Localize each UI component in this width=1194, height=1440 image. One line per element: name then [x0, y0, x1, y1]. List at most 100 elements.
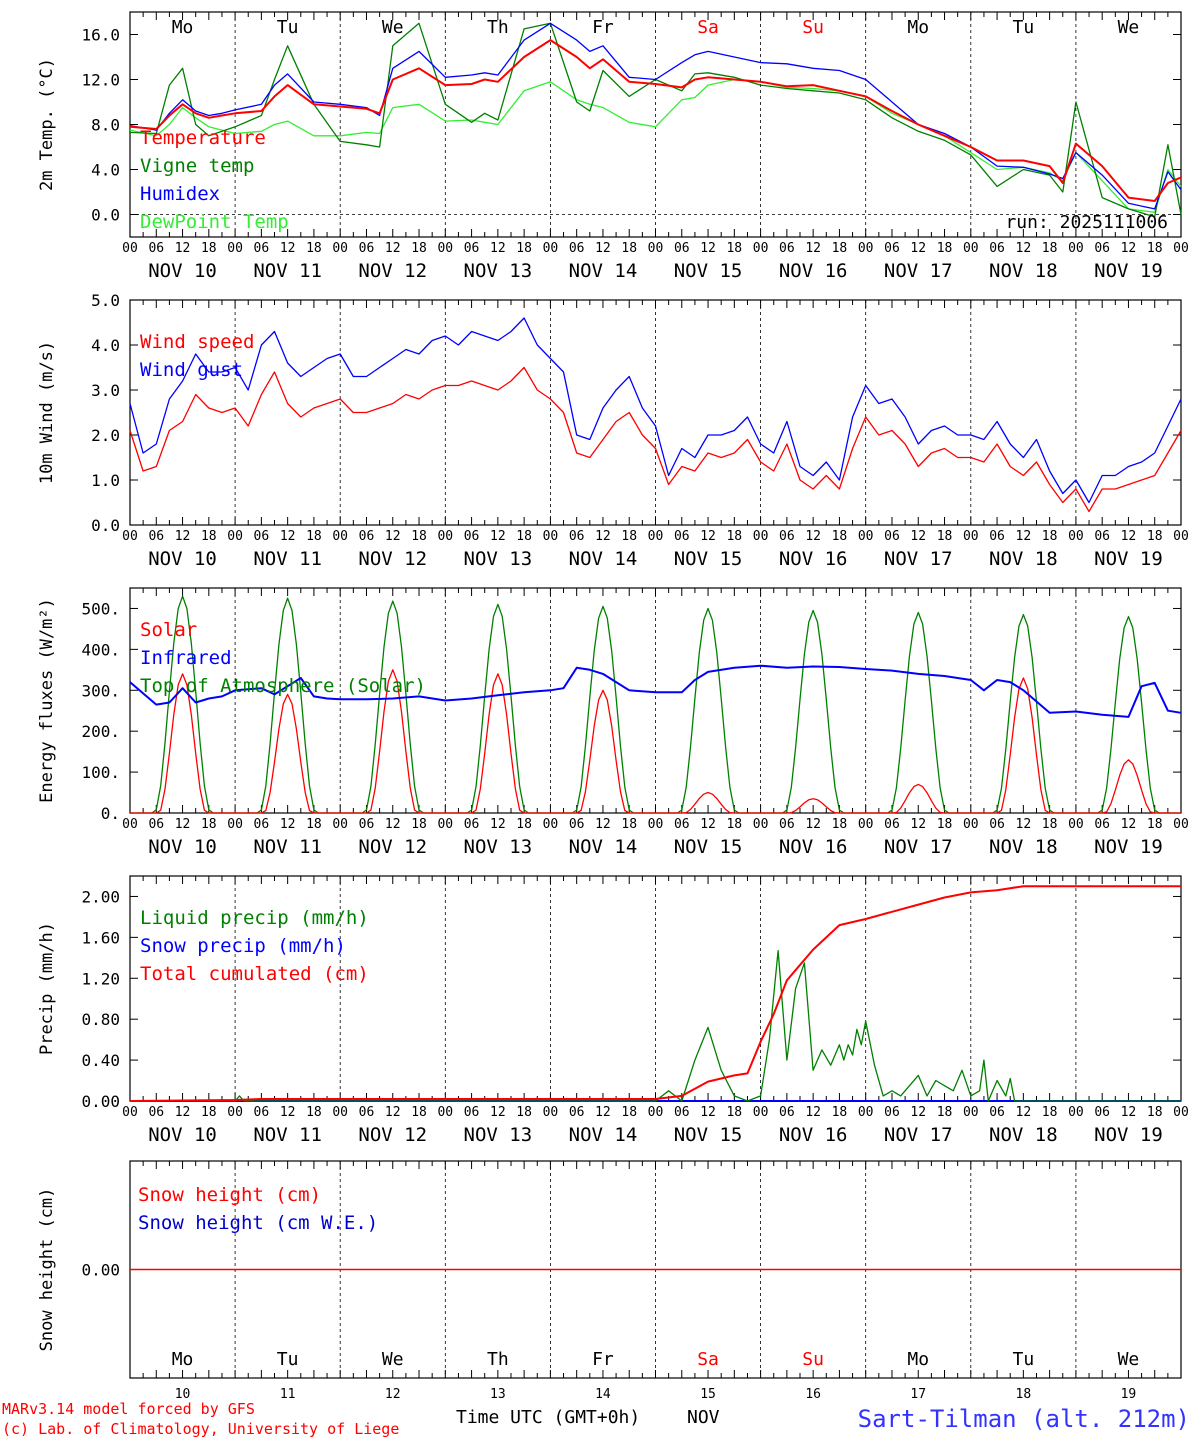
x-date-label: NOV 19: [1094, 548, 1163, 570]
x-date-label: NOV 19: [1094, 260, 1163, 282]
series-line: [129, 366, 1182, 513]
y-tick-label: 4.0: [91, 161, 120, 180]
y-tick-label: 0.00: [81, 1092, 120, 1111]
x-hour-label: 00: [963, 529, 979, 544]
plot-frame: [129, 299, 1182, 526]
day-name-label: Fr: [592, 1349, 614, 1370]
legend-entry: Wind gust: [140, 359, 243, 381]
x-hour-label: 06: [884, 1105, 900, 1120]
x-hour-label: 12: [385, 529, 401, 544]
x-date-label: NOV 15: [674, 1124, 743, 1146]
legend-entry: Temperature: [140, 127, 266, 149]
x-hour-label: 18: [1042, 241, 1058, 256]
day-name-label: Tu: [1013, 1349, 1035, 1370]
x-hour-label: 06: [148, 241, 164, 256]
day-name-label: Mo: [172, 17, 194, 38]
x-hour-label: 00: [1173, 529, 1189, 544]
x-hour-label: 00: [753, 1105, 769, 1120]
x-date-label: NOV 11: [253, 260, 322, 282]
x-hour-label: 12: [910, 817, 926, 832]
x-hour-label: 00: [753, 241, 769, 256]
x-hour-label: 00: [227, 817, 243, 832]
x-hour-label: 12: [595, 817, 611, 832]
x-date-label: NOV 11: [253, 1124, 322, 1146]
day-name-label: We: [1118, 17, 1140, 38]
x-hour-label: 00: [648, 529, 664, 544]
x-hour-label: 18: [201, 817, 217, 832]
x-hour-label: 06: [674, 241, 690, 256]
legend-entry: Liquid precip (mm/h): [140, 907, 369, 929]
x-date-label: NOV 13: [464, 548, 533, 570]
x-hour-label: 00: [1068, 529, 1084, 544]
x-hour-label: 06: [884, 817, 900, 832]
x-hour-label: 00: [1173, 1105, 1189, 1120]
day-number-label: 16: [805, 1387, 821, 1402]
x-hour-label: 12: [175, 817, 191, 832]
legend-entry: Top of Atmosphere (Solar): [140, 675, 426, 697]
day-name-label: Th: [487, 17, 509, 38]
x-hour-label: 18: [201, 1105, 217, 1120]
x-date-label: NOV 10: [148, 1124, 217, 1146]
legend-entry: Infrared: [140, 647, 232, 669]
x-hour-label: 18: [306, 241, 322, 256]
x-hour-label: 00: [227, 1105, 243, 1120]
x-hour-label: 06: [674, 529, 690, 544]
legend-entry: Snow height (cm W.E.): [138, 1212, 378, 1234]
y-axis-title: Precip (mm/h): [37, 922, 57, 1055]
x-hour-label: 06: [779, 1105, 795, 1120]
x-hour-label: 12: [700, 529, 716, 544]
x-hour-label: 00: [858, 817, 874, 832]
x-hour-label: 12: [385, 1105, 401, 1120]
panel-temp: 0.0 4.0 8.0 12.0 16.0 2m Temp. (°C) 00 06 12 18 NO…: [37, 11, 1189, 282]
x-hour-label: 18: [832, 241, 848, 256]
x-hour-label: 12: [490, 529, 506, 544]
x-date-label: NOV 12: [358, 260, 427, 282]
x-date-label: NOV 12: [358, 836, 427, 858]
x-hour-label: 12: [385, 241, 401, 256]
x-hour-label: 18: [1042, 1105, 1058, 1120]
x-hour-label: 18: [516, 529, 532, 544]
x-hour-label: 12: [490, 1105, 506, 1120]
station-label: Sart-Tilman (alt. 212m): [858, 1405, 1190, 1433]
day-number-label: 14: [595, 1387, 611, 1402]
y-axis-title: 10m Wind (m/s): [37, 341, 57, 484]
x-hour-label: 06: [674, 817, 690, 832]
x-date-label: NOV 17: [884, 1124, 953, 1146]
x-hour-label: 06: [359, 529, 375, 544]
y-tick-label: 0.0: [91, 516, 120, 535]
x-hour-label: 18: [937, 241, 953, 256]
y-tick-label: 16.0: [81, 26, 120, 45]
x-hour-label: 00: [122, 529, 138, 544]
y-tick-label: 1.0: [91, 471, 120, 490]
x-hour-label: 12: [910, 529, 926, 544]
x-hour-label: 18: [201, 529, 217, 544]
x-hour-label: 06: [464, 1105, 480, 1120]
y-tick-label: 3.0: [91, 381, 120, 400]
y-tick-label: 12.0: [81, 71, 120, 90]
y-tick-label: 2.0: [91, 426, 120, 445]
x-hour-label: 06: [464, 529, 480, 544]
day-name-label: Tu: [277, 1349, 299, 1370]
x-hour-label: 12: [175, 1105, 191, 1120]
x-hour-label: 00: [1173, 817, 1189, 832]
x-hour-label: 06: [779, 529, 795, 544]
x-hour-label: 06: [464, 241, 480, 256]
x-hour-label: 12: [490, 241, 506, 256]
day-name-label: Sa: [697, 1349, 719, 1370]
x-hour-label: 06: [989, 817, 1005, 832]
panel-snow: 0.00 Snow height (cm) Mo Tu We Th Fr Sa Su Mo Tu We…: [37, 1160, 1182, 1402]
panel-wind: 0.0 1.0 2.0 3.0 4.0 5.0 10m Wind (m/s) 00 06 12 18…: [37, 291, 1189, 570]
x-hour-label: 06: [464, 817, 480, 832]
x-hour-label: 06: [569, 1105, 585, 1120]
series-line: [129, 39, 1182, 202]
infrared-line: [129, 664, 1182, 718]
y-tick-label: 200.: [81, 722, 120, 741]
x-date-label: NOV 16: [779, 548, 848, 570]
day-number-label: 17: [910, 1387, 926, 1402]
x-hour-label: 06: [989, 529, 1005, 544]
day-number-label: 15: [700, 1387, 716, 1402]
x-hour-label: 00: [437, 817, 453, 832]
x-hour-label: 00: [753, 529, 769, 544]
x-hour-label: 00: [543, 1105, 559, 1120]
x-hour-label: 18: [621, 241, 637, 256]
